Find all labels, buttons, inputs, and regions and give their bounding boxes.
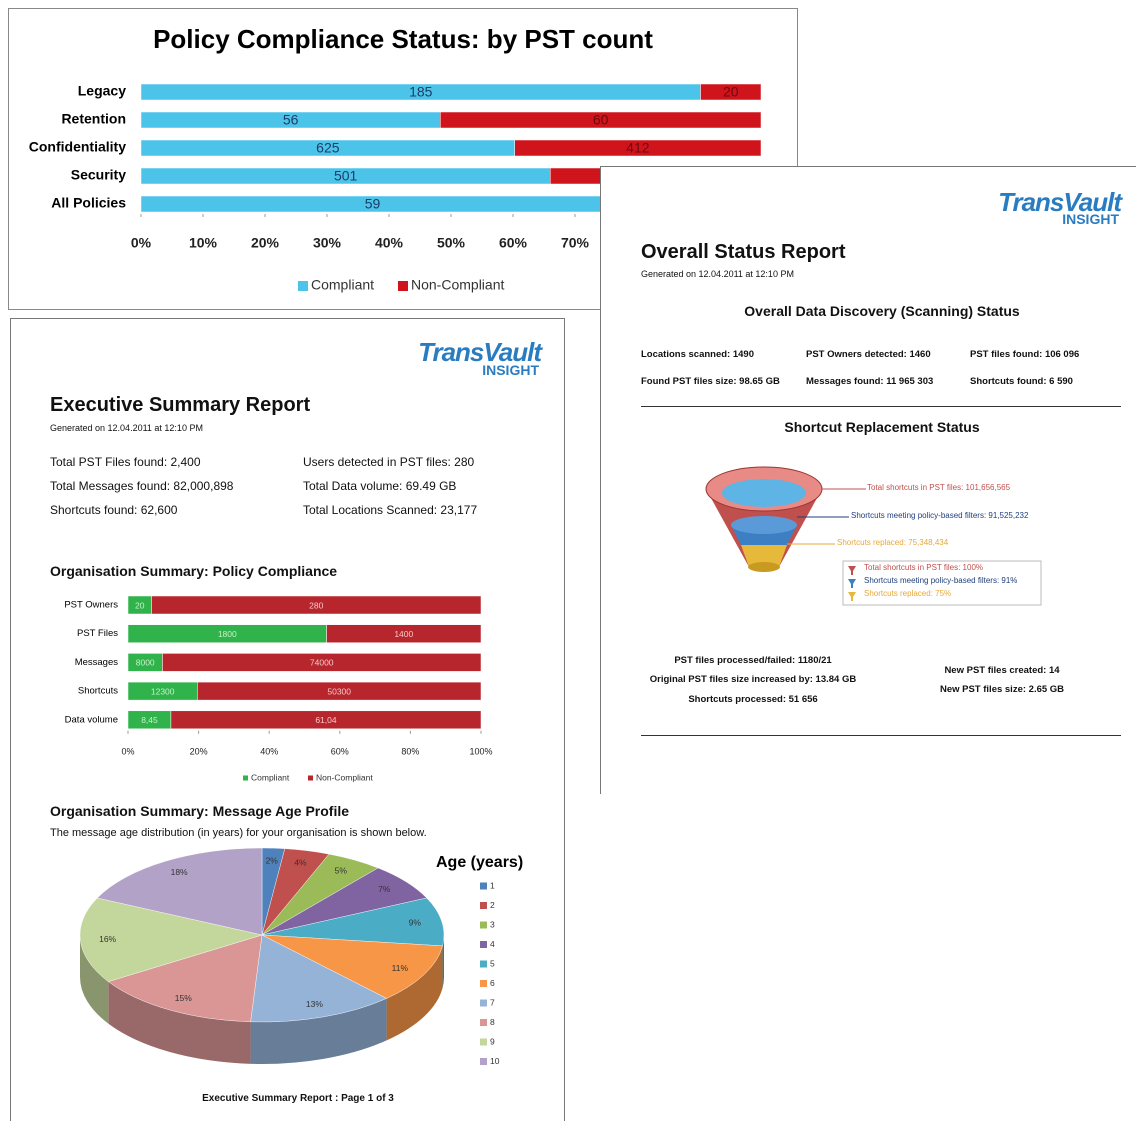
legend-label: Compliant [251,772,290,782]
legend-label: Non-Compliant [316,772,373,782]
stat: PST files processed/failed: 1180/21 [674,656,831,666]
page: { "chart_data": [ {"type": "bar", "orien… [0,0,1136,1120]
stat: Shortcuts found: 6 590 [970,377,1073,387]
stat: New PST files created: 14 [944,666,1059,676]
x-tick-label: 0% [121,746,134,756]
legend-label: 10 [490,1056,500,1066]
funnel-label: Total shortcuts in PST files: 101,656,56… [867,484,1010,492]
legend-label: 3 [490,919,495,929]
stat: Original PST files size increased by: 13… [650,675,856,685]
status-report-page: TransVault INSIGHT Overall Status Report… [600,166,1136,794]
value-label: 412 [626,140,650,156]
legend-label: 5 [490,958,495,968]
divider [641,406,1121,407]
value-label: 13% [306,999,323,1009]
value-label: 16% [99,934,116,944]
generated-date: Generated on 12.04.2011 at 12:10 PM [641,270,794,279]
legend-swatch [480,883,487,890]
stat: New PST files size: 2.65 GB [940,685,1064,695]
category-label: PST Files [77,628,118,639]
divider [641,735,1121,736]
x-tick-label: 80% [401,746,419,756]
stat: PST files found: 106 096 [970,350,1079,360]
value-label: 1800 [218,629,237,639]
value-label: 4% [294,858,307,868]
logo-tagline: INSIGHT [1062,212,1119,226]
legend-title: Age (years) [436,854,523,871]
value-label: 12300 [151,686,175,696]
legend-swatch [480,902,487,909]
funnel-bottom [748,562,780,572]
stat: Shortcuts processed: 51 656 [688,695,817,705]
legend-swatch [480,1058,487,1065]
value-label: 7% [378,884,391,894]
legend-label: 6 [490,978,495,988]
report-title: Overall Status Report [641,242,846,262]
legend-swatch [480,922,487,929]
value-label: 15% [175,993,192,1003]
value-label: 11% [392,963,409,973]
chart: 0% 20% 40% 60% 80% 100% PST Owners 20 280 PST Fil… [0,0,600,1120]
legend-label: 2 [490,900,495,910]
value-label: 280 [309,600,323,610]
funnel-legend-entry: Shortcuts replaced: 75% [864,590,951,598]
legend-swatch [480,980,487,987]
value-label: 9% [409,918,422,928]
value-label: 61,04 [315,715,337,725]
section-heading: Shortcut Replacement Status [784,420,979,434]
legend-label: 1 [490,880,495,890]
legend-label: 7 [490,997,495,1007]
x-tick-label: 20% [190,746,208,756]
value-label: 2% [266,855,279,865]
legend-label: 9 [490,1036,495,1046]
stat: Found PST files size: 98.65 GB [641,377,780,387]
legend-swatch [480,941,487,948]
funnel-legend-entry: Shortcuts meeting policy-based filters: … [864,577,1017,585]
legend-swatch [480,1039,487,1046]
category-label: Data volume [65,714,118,725]
stat: Messages found: 11 965 303 [806,377,933,387]
legend-swatch [243,776,248,781]
legend-label: 8 [490,1017,495,1027]
x-tick-label: 60% [331,746,349,756]
stat: Locations scanned: 1490 [641,350,754,360]
value-label: 50300 [327,686,351,696]
value-label: 8000 [136,658,155,668]
value-label: 8,45 [141,715,158,725]
category-label: Shortcuts [78,686,118,697]
section-heading: Overall Data Discovery (Scanning) Status [744,304,1019,318]
legend-swatch [480,961,487,968]
legend-swatch [480,1019,487,1026]
legend-label: 4 [490,939,495,949]
funnel-band [731,516,797,534]
value-label: 20 [723,84,739,100]
value-label: 1400 [394,629,413,639]
value-label: 20 [135,600,145,610]
stat: PST Owners detected: 1460 [806,350,931,360]
legend-swatch [480,1000,487,1007]
category-label: PST Owners [64,600,118,611]
funnel-inner [722,479,806,507]
funnel-legend-entry: Total shortcuts in PST files: 100% [864,564,983,572]
value-label: 5% [335,866,348,876]
x-tick-label: 40% [260,746,278,756]
value-label: 18% [171,867,188,877]
legend-swatch [308,776,313,781]
value-label: 74000 [310,658,334,668]
funnel-label: Shortcuts replaced: 75,348,434 [837,539,948,547]
x-tick-label: 100% [469,746,492,756]
category-label: Messages [75,657,119,668]
funnel-label: Shortcuts meeting policy-based filters: … [851,512,1028,520]
